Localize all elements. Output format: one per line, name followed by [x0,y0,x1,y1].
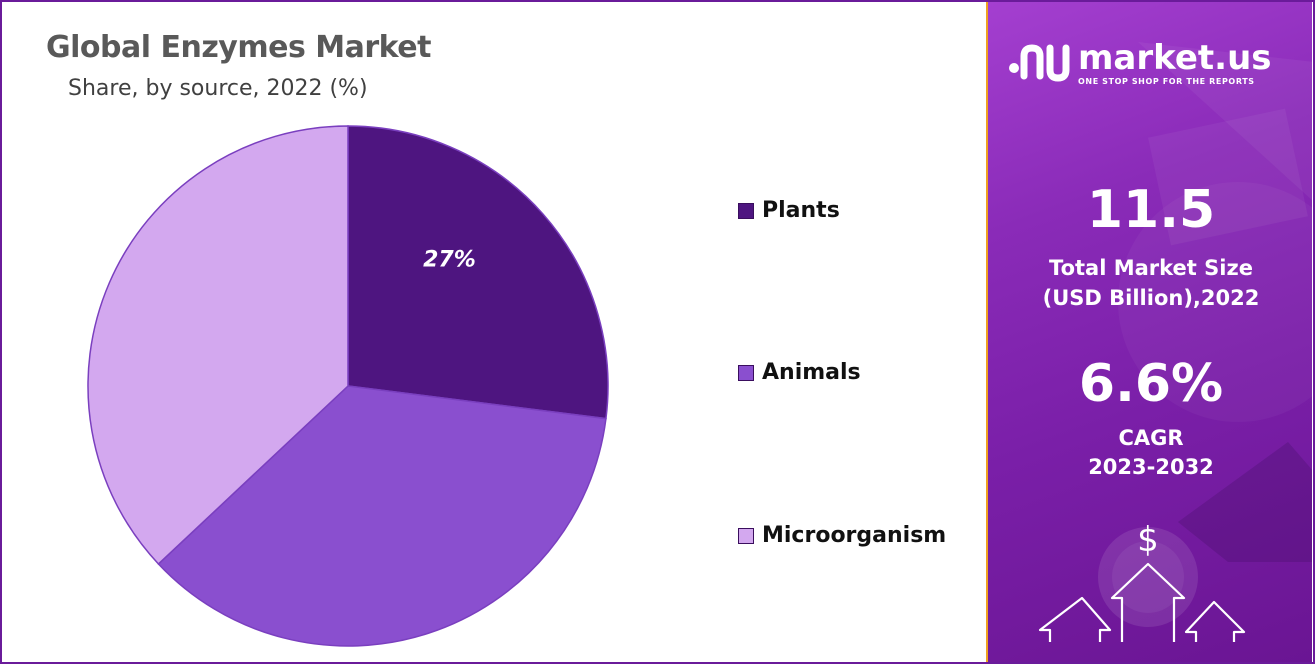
legend-label-plants: Plants [762,198,840,223]
legend-swatch-microorganism [738,527,754,544]
market-size-label-line2: (USD Billion),2022 [1042,286,1260,310]
cagr-value: 6.6% [1078,354,1224,414]
market-summary-panel: market.us ONE STOP SHOP FOR THE REPORTS … [986,2,1312,662]
legend-item-plants: Plants [738,198,840,223]
pie-data-label-plants: 27% [423,248,476,273]
legend-item-animals: Animals [738,360,861,385]
legend-label-microorganism: Microorganism [762,523,947,548]
dollar-coin-icon: $ [1137,520,1159,560]
pie-slice-animals [157,385,607,647]
pie-slice-plants [347,125,609,420]
market-us-logo-icon [1009,44,1070,82]
brand-tagline: ONE STOP SHOP FOR THE REPORTS [1078,76,1255,86]
chart-subtitle: Share, by source, 2022 (%) [68,76,368,101]
growth-arrow-icon [1038,562,1246,642]
chart-title: Global Enzymes Market [46,30,431,65]
pie-slice-microorganism [87,125,349,566]
legend-item-microorganism: Microorganism [738,523,946,548]
legend-swatch-animals [738,364,754,381]
pie-chart: 27% [87,125,609,647]
brand-logo: market.us ONE STOP SHOP FOR THE REPORTS [1008,40,1272,86]
cagr-label-line1: CAGR [1118,426,1184,450]
brand-name: market.us [1078,37,1272,78]
cagr-label-line2: 2023-2032 [1088,455,1214,479]
legend-swatch-plants [738,202,754,219]
market-size-label-line1: Total Market Size [1049,256,1253,280]
legend-label-animals: Animals [762,360,861,385]
background-decoration [1038,42,1312,642]
chart-panel: Global Enzymes Market Share, by source, … [2,2,984,662]
market-size-value: 11.5 [1086,180,1216,240]
